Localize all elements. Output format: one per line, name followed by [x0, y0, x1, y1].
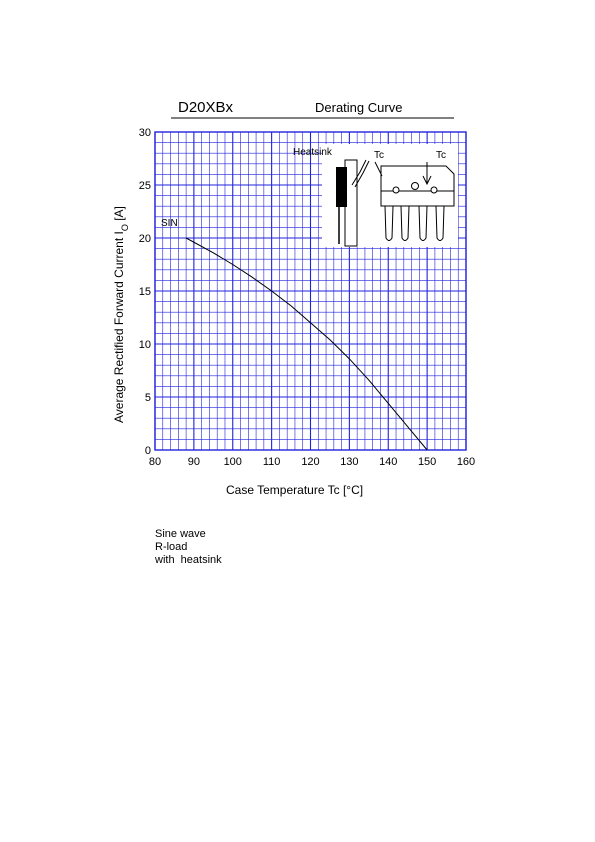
- x-tick-label: 130: [340, 456, 358, 468]
- heatsink-label: Heatsink: [293, 147, 333, 158]
- y-tick-label: 0: [145, 445, 151, 457]
- y-tick-label: 25: [139, 180, 151, 192]
- heatsink-side-view-icon: [336, 159, 370, 247]
- x-tick-label: 110: [263, 456, 281, 468]
- tc-label-left: Tc: [374, 150, 384, 161]
- x-tick-label: 100: [224, 456, 242, 468]
- test-conditions: Sine wave R-load with heatsink: [155, 528, 222, 567]
- bridge-package-icon: [374, 161, 455, 241]
- y-axis-label: Average Rectified Forward Current IO [A]: [112, 206, 130, 423]
- x-tick-label: 150: [418, 456, 436, 468]
- y-tick-label: 20: [139, 233, 151, 245]
- package-inset: Heatsink Tc Tc: [293, 144, 458, 247]
- x-tick-label: 80: [149, 456, 161, 468]
- y-tick-label: 10: [139, 339, 151, 351]
- series-label-sin: SIN: [161, 218, 178, 229]
- x-tick-label: 120: [301, 456, 319, 468]
- tc-label-right: Tc: [436, 150, 446, 161]
- chart-title: Derating Curve: [315, 100, 402, 115]
- note-line: Sine wave: [155, 528, 206, 540]
- derating-curve-line: [185, 237, 428, 451]
- x-axis-label: Case Temperature Tc [°C]: [226, 483, 363, 497]
- x-tick-label: 160: [457, 456, 475, 468]
- note-line: with heatsink: [155, 554, 222, 566]
- axis-layer: 80 90 100 110 120 130 140 150 160 0 5 10 15 20 25 30: [139, 127, 475, 468]
- part-number: D20XBx: [178, 99, 234, 116]
- grid-layer: [154, 131, 467, 451]
- y-tick-label: 15: [139, 286, 151, 298]
- note-line: R-load: [155, 541, 188, 553]
- y-tick-label: 30: [139, 127, 151, 139]
- x-tick-label: 140: [379, 456, 397, 468]
- x-tick-label: 90: [188, 456, 200, 468]
- y-tick-label: 5: [145, 392, 151, 404]
- tc-pointer: [374, 161, 383, 177]
- plot-frame: [154, 131, 467, 451]
